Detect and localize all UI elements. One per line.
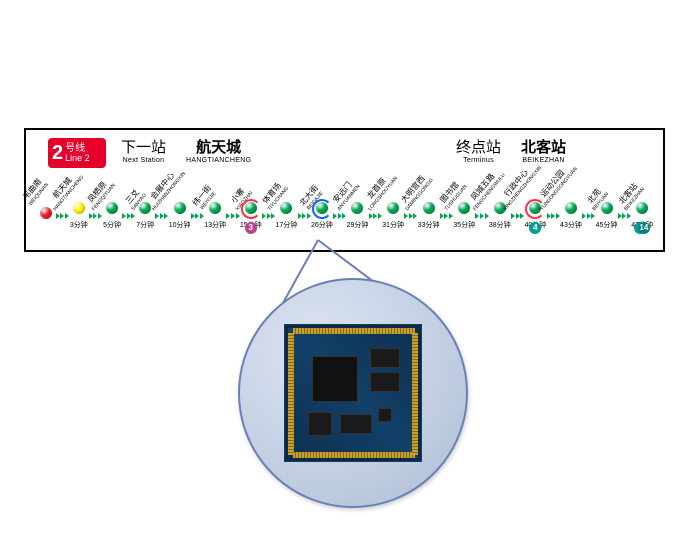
station: 体育场TIYUCHANG17分钟 bbox=[275, 202, 297, 230]
chevron-group bbox=[226, 213, 240, 219]
station-dot-wrap bbox=[635, 202, 649, 216]
station-dot bbox=[174, 202, 186, 214]
station-dot bbox=[40, 207, 52, 219]
station: 北客站BEIKEZHAN47分钟414 bbox=[631, 202, 653, 230]
chevron-group bbox=[440, 213, 454, 219]
station-time: 10分钟 bbox=[169, 220, 191, 230]
callout-circle bbox=[238, 278, 468, 508]
line-number: 2 bbox=[52, 143, 63, 163]
chevron-group bbox=[297, 213, 311, 219]
station-dot-wrap bbox=[564, 202, 578, 216]
chevron-group bbox=[582, 213, 596, 219]
station-dot bbox=[209, 202, 221, 214]
station: 小寨XIAOZHAI15分钟3 bbox=[240, 202, 262, 230]
chevron-group bbox=[511, 213, 525, 219]
station-time: 13分钟 bbox=[204, 220, 226, 230]
pcb-connector-bottom bbox=[293, 452, 415, 458]
station-dot bbox=[387, 202, 399, 214]
pcb-main-chip bbox=[313, 357, 357, 401]
pcb-board bbox=[284, 324, 422, 462]
station-time: 7分钟 bbox=[136, 220, 155, 230]
line-label: 号线 Line 2 bbox=[65, 143, 90, 164]
pcb-chip bbox=[309, 413, 331, 435]
chevron-group bbox=[617, 213, 631, 219]
next-station-label: 下一站 Next Station bbox=[121, 136, 166, 164]
route-panel: 2 号线 Line 2 下一站 Next Station 航天城 HANGTIA… bbox=[24, 128, 665, 252]
station-dot-wrap bbox=[315, 202, 329, 216]
transfer-halo bbox=[241, 199, 261, 219]
chevron-group bbox=[89, 213, 103, 219]
station-time: 3分钟 bbox=[69, 220, 88, 230]
station-time: 17分钟 bbox=[275, 220, 297, 230]
station-dot-wrap bbox=[173, 202, 187, 216]
pcb-chip bbox=[371, 349, 399, 367]
station: 会展中心HUIZHANZHONGXIN10分钟 bbox=[169, 202, 191, 230]
station-time: 45分钟 bbox=[596, 220, 618, 230]
station: 北苑BEIYUAN45分钟 bbox=[596, 202, 618, 230]
station: 运动公园YUNDONGGONGYUAN43分钟 bbox=[560, 202, 582, 230]
station-dot bbox=[73, 202, 85, 214]
station-dot bbox=[106, 202, 118, 214]
station-dot-wrap bbox=[279, 202, 293, 216]
station: 北大街BEIDAJIE26分钟 bbox=[311, 202, 333, 230]
line-badge: 2 号线 Line 2 bbox=[48, 138, 106, 168]
chevron-group bbox=[368, 213, 382, 219]
station-dot-wrap bbox=[72, 202, 86, 216]
station: 凤栖原FENGQIYUAN5分钟 bbox=[102, 202, 121, 230]
station-dot bbox=[636, 202, 648, 214]
chevron-group bbox=[262, 213, 276, 219]
station-dot bbox=[565, 202, 577, 214]
station: 纬一街WEIYIJIE13分钟 bbox=[204, 202, 226, 230]
station-time: 29分钟 bbox=[347, 220, 369, 230]
station-time: 33分钟 bbox=[418, 220, 440, 230]
chevron-group bbox=[55, 213, 69, 219]
station: 韦曲南WEIQUNAN bbox=[36, 207, 55, 225]
chevron-group bbox=[122, 213, 136, 219]
chevron-group bbox=[190, 213, 204, 219]
station-dot bbox=[423, 202, 435, 214]
station-dot-wrap bbox=[105, 202, 119, 216]
station-dot bbox=[280, 202, 292, 214]
transfer-badge: 4 bbox=[529, 222, 541, 234]
next-station-value: 航天城 HANGTIANCHENG bbox=[186, 136, 251, 164]
station-dot-wrap bbox=[39, 207, 53, 221]
station-strip: 韦曲南WEIQUNAN 航天城HANGTIANCHENG3分钟凤栖原FENGQIY… bbox=[36, 190, 653, 242]
station-time: 31分钟 bbox=[382, 220, 404, 230]
transfer-badge: 3 bbox=[245, 222, 257, 234]
station-time: 35分钟 bbox=[453, 220, 475, 230]
station-time: 5分钟 bbox=[102, 220, 121, 230]
station: 大明宫西DAMINGGONGXI33分钟 bbox=[418, 202, 440, 230]
chevron-group bbox=[404, 213, 418, 219]
station: 龙首原LONGSHOUYUAN31分钟 bbox=[382, 202, 404, 230]
station: 航天城HANGTIANCHENG3分钟 bbox=[69, 202, 88, 230]
station-dot-wrap bbox=[422, 202, 436, 216]
station-time: 38分钟 bbox=[489, 220, 511, 230]
pcb-connector-top bbox=[293, 328, 415, 334]
terminus-label: 终点站 Terminus bbox=[456, 136, 501, 164]
station-dot-wrap bbox=[208, 202, 222, 216]
pcb-connector-left bbox=[288, 333, 294, 455]
station-dot bbox=[601, 202, 613, 214]
station-dot-wrap bbox=[244, 202, 258, 216]
chevron-group bbox=[155, 213, 169, 219]
station-time: 26分钟 bbox=[311, 220, 333, 230]
pcb-chip bbox=[379, 409, 391, 421]
chevron-group bbox=[333, 213, 347, 219]
station-time: 43分钟 bbox=[560, 220, 582, 230]
pcb-chip bbox=[341, 415, 371, 433]
station-dot-wrap bbox=[386, 202, 400, 216]
pcb-chip bbox=[371, 373, 399, 391]
station-dot-wrap bbox=[600, 202, 614, 216]
chevron-group bbox=[546, 213, 560, 219]
transfer-badge: 14 bbox=[638, 222, 650, 234]
pcb-connector-right bbox=[412, 333, 418, 455]
chevron-group bbox=[475, 213, 489, 219]
